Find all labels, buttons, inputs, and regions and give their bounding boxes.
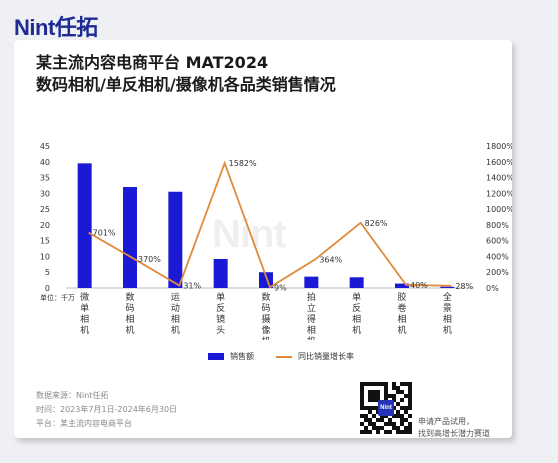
category-label-5: 拍立得相机	[307, 291, 316, 340]
legend: 销售额 同比销量增长率	[208, 351, 354, 362]
growth-label-1: 370%	[138, 255, 161, 264]
growth-label-8: 28%	[455, 282, 473, 291]
y-right-tick-label: 0%	[486, 284, 499, 293]
category-label-0: 微单相机	[80, 291, 89, 336]
cta-text: 申请产品试用， 找到高增长潜力赛道	[418, 416, 490, 440]
cta-line2: 找到高增长潜力赛道	[418, 429, 490, 438]
category-label-7: 胶卷相机	[397, 291, 406, 336]
y-left-tick-label: 0	[45, 284, 50, 293]
legend-line-label: 同比销量增长率	[298, 352, 354, 361]
chart-title-line2: 数码相机/单反相机/摄像机各品类销售情况	[36, 75, 336, 94]
y-right-tick-label: 600%	[486, 237, 509, 246]
brand-logo: Nint任拓	[14, 15, 98, 40]
legend-bar-swatch	[208, 353, 224, 360]
y-left-tick-label: 15	[40, 237, 50, 246]
growth-label-4: 9%	[274, 283, 287, 292]
category-label-8: 全景相机	[443, 291, 452, 336]
y-left-tick-label: 25	[40, 205, 50, 214]
bar-5	[304, 276, 319, 288]
growth-label-7: 40%	[410, 281, 428, 290]
y-left-tick-label: 45	[40, 142, 50, 151]
chart-title-line1: 某主流内容电商平台 MAT2024	[36, 53, 269, 72]
growth-label-6: 826%	[365, 219, 388, 228]
category-label-4: 数码摄像机	[261, 291, 270, 340]
growth-label-0: 701%	[93, 229, 116, 238]
y-left-tick-label: 30	[40, 189, 50, 198]
cta-line1: 申请产品试用，	[418, 417, 474, 426]
category-label-2: 运动相机	[171, 292, 180, 336]
time-line: 时间：2023年7月1日-2024年6月30日	[36, 405, 178, 414]
growth-label-2: 31%	[183, 282, 201, 291]
y-left-tick-label: 10	[40, 252, 50, 261]
growth-label-5: 364%	[319, 255, 342, 264]
legend-line-swatch	[276, 355, 292, 358]
growth-line	[88, 160, 452, 289]
bar-1	[123, 187, 137, 288]
y-left-tick-label: 35	[40, 174, 50, 183]
y-right-tick-label: 200%	[486, 268, 509, 277]
chart-card: 某主流内容电商平台 MAT2024 数码相机/单反相机/摄像机各品类销售情况 N…	[14, 40, 512, 438]
bar-2	[168, 191, 183, 288]
category-label-3: 单反镜头	[216, 291, 225, 336]
bar-7	[395, 283, 409, 288]
y-right-tick-label: 1400%	[486, 174, 512, 183]
growth-label-3: 1582%	[229, 159, 257, 168]
category-label-1: 数码相机	[125, 291, 134, 336]
source-line: 数据来源：Nint任拓	[36, 391, 109, 400]
category-label-6: 单反相机	[352, 291, 361, 336]
y-left-tick-label: 40	[40, 158, 50, 167]
watermark: Nint	[212, 212, 287, 256]
y-left-tick-label: 20	[40, 221, 50, 230]
y-right-tick-label: 1800%	[486, 142, 512, 151]
qr-code-icon[interactable]	[360, 382, 412, 434]
bar-6	[349, 277, 364, 288]
bar-8	[440, 286, 455, 288]
bar-3	[213, 258, 228, 288]
unit-label: 单位：千万	[40, 293, 75, 302]
bar-0	[77, 163, 92, 288]
y-right-tick-label: 1000%	[486, 205, 512, 214]
y-left-tick-label: 5	[45, 268, 50, 277]
platform-line: 平台：某主流内容电商平台	[36, 419, 132, 428]
y-right-tick-label: 1600%	[486, 158, 512, 167]
y-right-tick-label: 800%	[486, 221, 509, 230]
y-right-tick-label: 400%	[486, 252, 509, 261]
qr-logo: Nint	[378, 400, 394, 416]
y-right-tick-label: 1200%	[486, 189, 512, 198]
chart-svg: 0 5 10 15 20 25 30 35 40 45 0% 200% 400% 600% 800% 1000…	[40, 142, 512, 340]
legend-bar-label: 销售额	[230, 352, 254, 361]
